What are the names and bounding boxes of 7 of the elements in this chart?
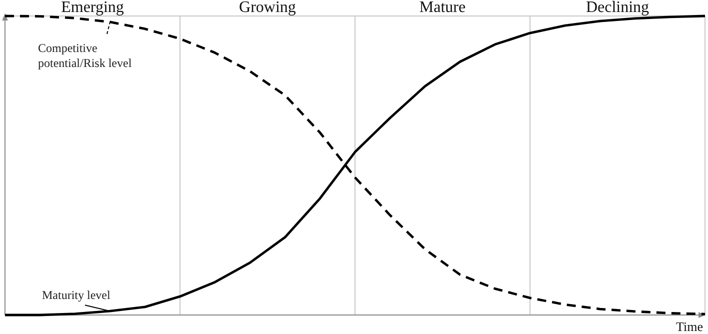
annotation: Mature	[419, 0, 466, 16]
x-axis-title: Time	[676, 319, 704, 334]
series-label: Maturity level	[42, 288, 111, 302]
annotation: Declining	[586, 0, 650, 16]
annotation: Emerging	[61, 0, 124, 16]
legend-label: Competitive potential/Risk level	[38, 40, 132, 70]
annotation: Growing	[239, 0, 296, 16]
